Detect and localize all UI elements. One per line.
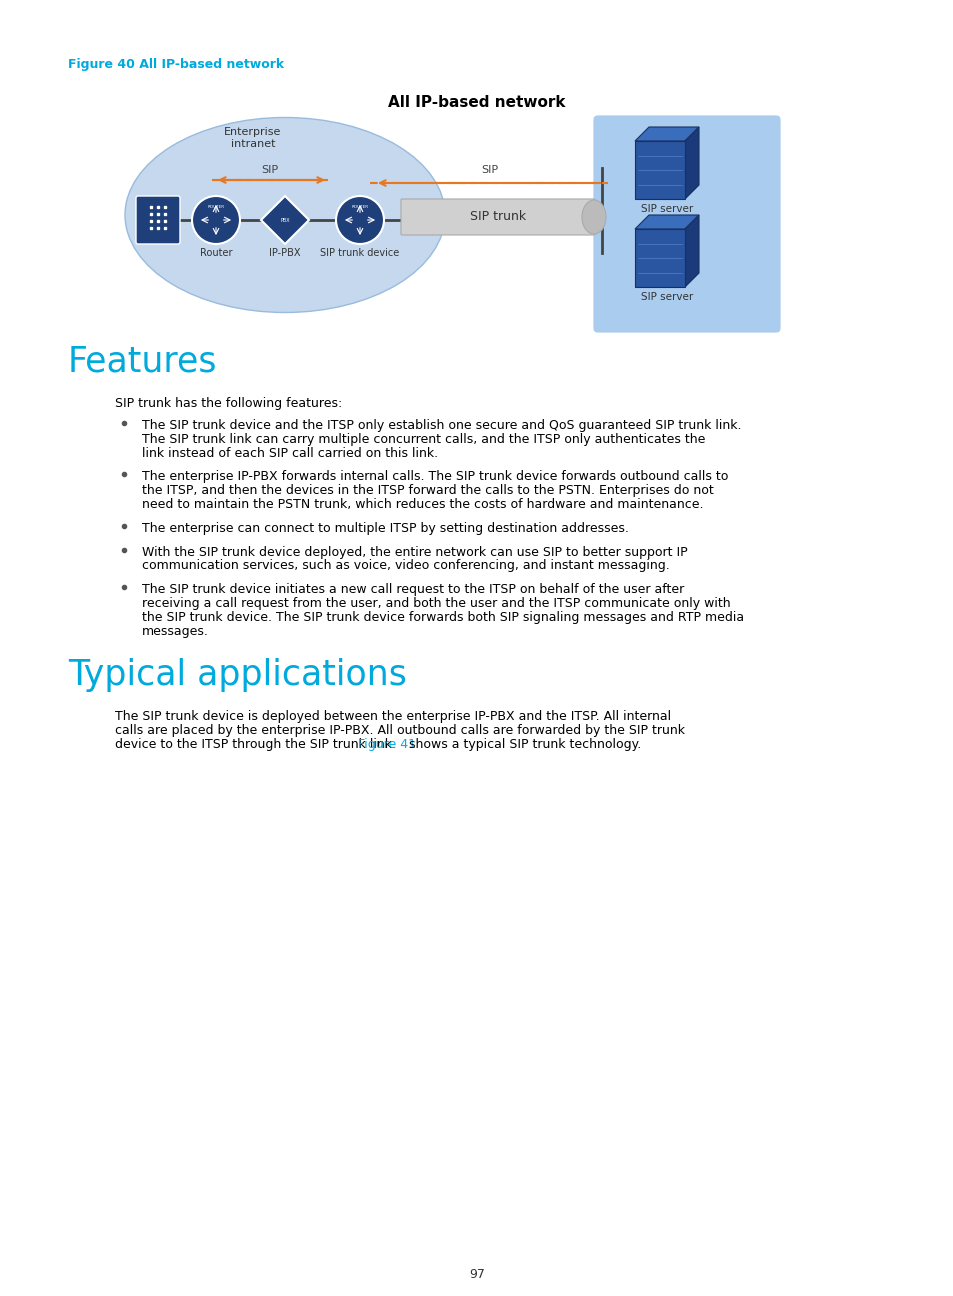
Polygon shape bbox=[684, 127, 699, 200]
Text: shows a typical SIP trunk technology.: shows a typical SIP trunk technology. bbox=[405, 737, 640, 750]
Text: the ITSP, and then the devices in the ITSP forward the calls to the PSTN. Enterp: the ITSP, and then the devices in the IT… bbox=[142, 485, 713, 498]
Text: communication services, such as voice, video conferencing, and instant messaging: communication services, such as voice, v… bbox=[142, 560, 669, 573]
Text: SIP: SIP bbox=[481, 165, 498, 175]
Text: calls are placed by the enterprise IP-PBX. All outbound calls are forwarded by t: calls are placed by the enterprise IP-PB… bbox=[115, 724, 684, 737]
Polygon shape bbox=[635, 127, 699, 141]
Text: Typical applications: Typical applications bbox=[68, 658, 406, 692]
FancyBboxPatch shape bbox=[400, 200, 595, 235]
Text: IP-PBX: IP-PBX bbox=[269, 248, 300, 258]
Text: The SIP trunk device initiates a new call request to the ITSP on behalf of the u: The SIP trunk device initiates a new cal… bbox=[142, 583, 683, 596]
Text: PBX: PBX bbox=[280, 218, 290, 223]
Text: device to the ITSP through the SIP trunk link.: device to the ITSP through the SIP trunk… bbox=[115, 737, 399, 750]
Text: The SIP trunk device is deployed between the enterprise IP-PBX and the ITSP. All: The SIP trunk device is deployed between… bbox=[115, 710, 670, 723]
Polygon shape bbox=[684, 215, 699, 286]
Text: ROUTER: ROUTER bbox=[351, 205, 368, 209]
Circle shape bbox=[192, 196, 240, 244]
Text: need to maintain the PSTN trunk, which reduces the costs of hardware and mainten: need to maintain the PSTN trunk, which r… bbox=[142, 498, 702, 511]
Text: ROUTER: ROUTER bbox=[207, 205, 224, 209]
Polygon shape bbox=[261, 196, 309, 244]
Text: receiving a call request from the user, and both the user and the ITSP communica: receiving a call request from the user, … bbox=[142, 597, 730, 610]
Text: SIP trunk: SIP trunk bbox=[470, 210, 525, 223]
Text: ITSP: ITSP bbox=[669, 136, 696, 149]
Text: Router: Router bbox=[199, 248, 232, 258]
Text: SIP server: SIP server bbox=[640, 292, 693, 302]
Text: link instead of each SIP call carried on this link.: link instead of each SIP call carried on… bbox=[142, 447, 437, 460]
Polygon shape bbox=[635, 215, 699, 229]
Text: Figure 40 All IP-based network: Figure 40 All IP-based network bbox=[68, 58, 284, 71]
Text: SIP: SIP bbox=[261, 165, 278, 175]
Text: Figure 41: Figure 41 bbox=[358, 737, 416, 750]
Text: The SIP trunk device and the ITSP only establish one secure and QoS guaranteed S: The SIP trunk device and the ITSP only e… bbox=[142, 419, 740, 432]
Text: the SIP trunk device. The SIP trunk device forwards both SIP signaling messages : the SIP trunk device. The SIP trunk devi… bbox=[142, 610, 743, 623]
Text: messages.: messages. bbox=[142, 625, 209, 638]
Text: 97: 97 bbox=[469, 1267, 484, 1280]
Text: SIP server: SIP server bbox=[640, 203, 693, 214]
Text: SIP trunk device: SIP trunk device bbox=[320, 248, 399, 258]
Text: SIP trunk has the following features:: SIP trunk has the following features: bbox=[115, 397, 342, 410]
Text: All IP-based network: All IP-based network bbox=[388, 95, 565, 110]
Text: Enterprise
intranet: Enterprise intranet bbox=[224, 127, 281, 149]
Ellipse shape bbox=[125, 118, 444, 312]
Ellipse shape bbox=[581, 200, 605, 235]
FancyBboxPatch shape bbox=[635, 141, 684, 200]
FancyBboxPatch shape bbox=[635, 229, 684, 286]
Circle shape bbox=[335, 196, 384, 244]
Text: The enterprise can connect to multiple ITSP by setting destination addresses.: The enterprise can connect to multiple I… bbox=[142, 522, 628, 535]
Text: With the SIP trunk device deployed, the entire network can use SIP to better sup: With the SIP trunk device deployed, the … bbox=[142, 546, 687, 559]
Text: The SIP trunk link can carry multiple concurrent calls, and the ITSP only authen: The SIP trunk link can carry multiple co… bbox=[142, 433, 704, 446]
Text: Features: Features bbox=[68, 345, 217, 378]
FancyBboxPatch shape bbox=[136, 196, 180, 244]
FancyBboxPatch shape bbox=[592, 114, 781, 334]
Text: The enterprise IP-PBX forwards internal calls. The SIP trunk device forwards out: The enterprise IP-PBX forwards internal … bbox=[142, 470, 727, 483]
